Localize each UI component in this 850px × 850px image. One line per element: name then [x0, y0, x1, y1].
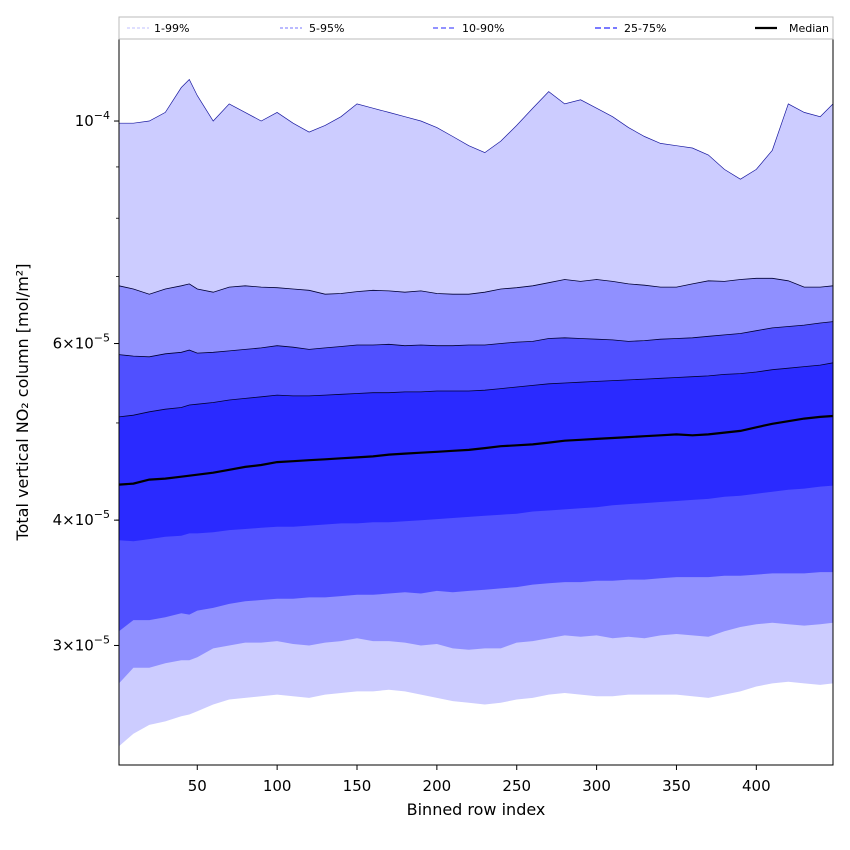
band-25-75pct — [119, 362, 833, 542]
percentile-bands — [118, 78, 834, 747]
x-tick-label: 100 — [263, 777, 292, 795]
band-upper-edge-10-90pct — [118, 321, 834, 358]
legend-label: 10-90% — [462, 22, 504, 35]
x-tick-label: 50 — [188, 777, 207, 795]
legend: 1-99% 5-95% 10-90% 25-75% Median — [118, 16, 834, 40]
band-upper-edge-1-99pct — [119, 78, 834, 180]
y-tick-label: 6×10−5 — [53, 332, 110, 353]
legend-label: 25-75% — [624, 22, 666, 35]
band-upper-edge-5-95pct — [118, 277, 834, 295]
x-tick-label: 400 — [742, 777, 771, 795]
y-tick-label: 4×10−5 — [53, 508, 110, 529]
legend-label: Median — [789, 22, 829, 35]
median-series — [118, 414, 834, 486]
x-tick-label: 150 — [343, 777, 372, 795]
y-tick-label: 3×10−5 — [53, 633, 110, 654]
x-tick-label: 300 — [582, 777, 611, 795]
x-tick-label: 250 — [502, 777, 531, 795]
x-tick-label: 200 — [423, 777, 452, 795]
x-axis-ticks: 50 100 150 200 250 300 350 400 — [188, 765, 771, 795]
legend-box — [118, 16, 834, 40]
y-axis-label: Total vertical NO₂ column [mol/m²] — [13, 264, 32, 542]
x-tick-label: 350 — [662, 777, 691, 795]
y-tick-label: 10−4 — [75, 109, 110, 130]
legend-label: 1-99% — [154, 22, 189, 35]
band-upper-edge-25-75pct — [118, 362, 834, 418]
y-axis-ticks: 10−4 6×10−5 4×10−5 3×10−5 — [53, 109, 119, 654]
median-line — [118, 414, 834, 486]
legend-label: 5-95% — [309, 22, 344, 35]
x-axis-label: Binned row index — [407, 800, 546, 819]
